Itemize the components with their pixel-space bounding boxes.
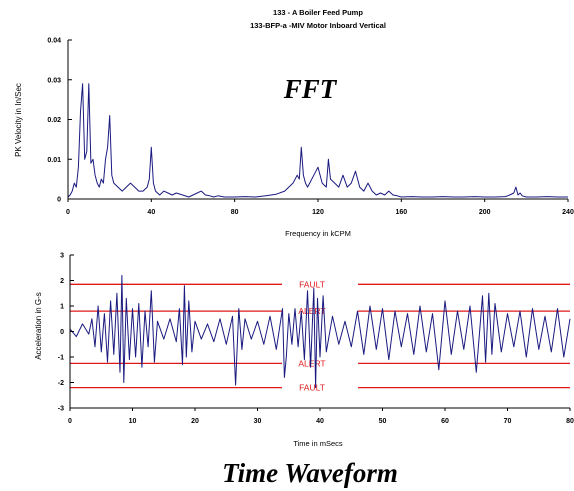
header-line-2: 133-BFP-a -MIV Motor Inboard Vertical <box>250 21 386 30</box>
x-tick-label: 70 <box>504 418 512 425</box>
y-tick-label: 0.01 <box>47 157 61 164</box>
x-tick-label: 20 <box>191 418 199 425</box>
x-tick-label: 10 <box>129 418 137 425</box>
x-tick-label: 80 <box>231 209 239 216</box>
fft-plot-area: 0 0.01 0.02 0.03 0.04 0 40 80 120 160 200 240 <box>47 38 574 217</box>
x-tick-label: 200 <box>479 209 491 216</box>
y-tick-label: 0 <box>60 329 64 336</box>
threshold-label-1: ALERT <box>298 306 325 316</box>
threshold-label-3: FAULT <box>299 383 325 393</box>
x-tick-label: 0 <box>66 209 70 216</box>
x-tick-label: 120 <box>312 209 324 216</box>
series-line-0 <box>69 274 571 389</box>
y-tick-label: 0.03 <box>47 77 61 84</box>
x-tick-label: 30 <box>254 418 262 425</box>
fft-caption: FFT <box>283 74 338 104</box>
header-line-1: 133 - A Boiler Feed Pump <box>273 8 363 17</box>
y-tick-label: -1 <box>58 355 64 362</box>
y-tick-label: 0.04 <box>47 38 61 45</box>
fft-y-axis-label: PK Velocity in In/Sec <box>14 83 23 157</box>
y-tick-label: 3 <box>60 253 64 260</box>
x-tick-label: 80 <box>566 418 574 425</box>
time-waveform-caption: Time Waveform <box>222 458 398 488</box>
x-tick-label: 40 <box>147 209 155 216</box>
x-tick-label: 240 <box>562 209 574 216</box>
x-tick-label: 160 <box>395 209 407 216</box>
x-tick-label: 0 <box>68 418 72 425</box>
y-tick-label: -2 <box>58 380 64 387</box>
series-line-0 <box>67 83 568 198</box>
threshold-label-2: ALERT <box>298 358 325 368</box>
x-tick-label: 40 <box>316 418 324 425</box>
y-tick-label: 0 <box>57 197 61 204</box>
x-tick-label: 60 <box>441 418 449 425</box>
x-tick-label: 50 <box>379 418 387 425</box>
y-tick-label: 1 <box>60 304 64 311</box>
y-tick-label: 0.02 <box>47 117 61 124</box>
threshold-label-0: FAULT <box>299 279 325 289</box>
fft-x-axis-label: Frequency in kCPM <box>285 229 351 238</box>
wave-y-axis-label: Acceleration in G-s <box>34 292 43 360</box>
wave-x-axis-label: Time in mSecs <box>293 439 343 448</box>
y-tick-label: -3 <box>58 406 64 413</box>
y-tick-label: 2 <box>60 278 64 285</box>
fft-chart: FFT 0 0.01 0.02 0.03 0.04 0 40 80 120 160 200 240 F… <box>14 38 574 239</box>
